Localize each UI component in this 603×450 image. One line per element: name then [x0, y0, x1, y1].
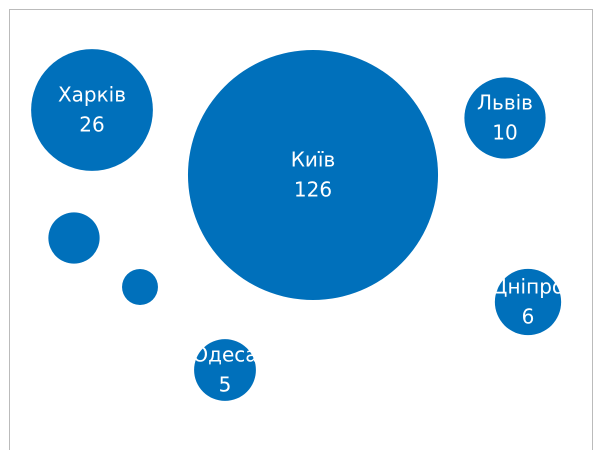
bubble-label: Львів	[477, 91, 533, 115]
bubble-value: 6	[522, 305, 535, 329]
bubble	[494, 268, 562, 336]
bubble	[194, 339, 256, 401]
bubble-label: Харків	[58, 83, 126, 107]
bubble-label: Київ	[291, 148, 336, 172]
bubble	[464, 77, 546, 159]
bubble	[31, 49, 153, 171]
bubble-value: 5	[219, 373, 232, 397]
bubble	[187, 49, 439, 301]
bubble	[122, 269, 158, 305]
bubble	[48, 212, 100, 264]
bubble-label: Одеса	[192, 343, 257, 367]
bubble-value: 10	[492, 121, 517, 145]
bubble-value: 126	[294, 178, 332, 202]
frame	[9, 9, 593, 450]
bubble-value: 26	[79, 113, 104, 137]
bubble-label: Дніпро	[492, 275, 564, 299]
